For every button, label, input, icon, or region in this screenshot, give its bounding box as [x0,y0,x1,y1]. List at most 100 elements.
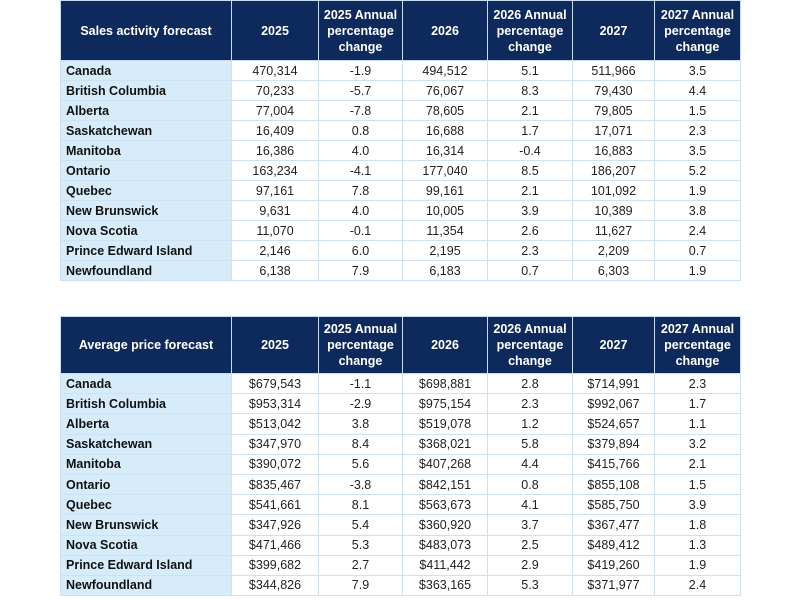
table-row: Saskatchewan $347,970 8.4 $368,021 5.8 $379,8… [60,433,741,455]
column-header: 2026 [402,316,488,374]
row-label: Canada [60,372,232,395]
table-cell: 77,004 [231,100,319,121]
table-cell: 2.4 [654,574,741,597]
table-cell: 76,067 [402,80,488,101]
table-cell: 5.3 [487,574,573,597]
table-cell: 2.6 [487,220,573,241]
row-label: Alberta [60,100,232,121]
table-cell: 8.4 [318,433,403,455]
column-header: Sales activity forecast [60,0,232,61]
table-cell: -7.8 [318,100,403,121]
table-cell: 1.3 [654,534,741,556]
table-cell: 2.8 [487,372,573,395]
table-cell: 11,070 [231,220,319,241]
table-cell: 4.0 [318,200,403,221]
table-row: British Columbia 70,233 -5.7 76,067 8.3 79,43… [60,80,741,101]
table-cell: $379,894 [572,433,655,455]
table-cell: $407,268 [402,453,488,475]
table-cell: 2.7 [318,554,403,576]
table-cell: $368,021 [402,433,488,455]
table-cell: $835,467 [231,473,319,496]
table-row: Canada 470,314 -1.9 494,512 5.1 511,966 3.5 [60,60,741,81]
table-cell: -1.1 [318,372,403,395]
table-cell: $411,442 [402,554,488,576]
table-cell: 4.4 [487,453,573,475]
table-row: Canada $679,543 -1.1 $698,881 2.8 $714,991 2.3 [60,372,741,395]
table-cell: 1.7 [654,393,741,415]
table-cell: $855,108 [572,473,655,496]
table-cell: 9,631 [231,200,319,221]
table-cell: 4.0 [318,140,403,161]
table-cell: 6,303 [572,260,655,281]
table-cell: 10,389 [572,200,655,221]
table-cell: 5.8 [487,433,573,455]
table-cell: 1.9 [654,554,741,576]
row-label: Ontario [60,473,232,496]
table-cell: 16,688 [402,120,488,141]
table-cell: 2.4 [654,220,741,241]
table-cell: $842,151 [402,473,488,496]
table-cell: 78,605 [402,100,488,121]
table-cell: -0.4 [487,140,573,161]
table-row: Quebec 97,161 7.8 99,161 2.1 101,092 1.9 [60,180,741,201]
table-row: Alberta $513,042 3.8 $519,078 1.2 $524,657 1.1 [60,413,741,435]
table-cell: 494,512 [402,60,488,81]
table-cell: 0.7 [654,240,741,261]
column-header: 2025 Annual percentage change [318,316,403,374]
table-row: Ontario $835,467 -3.8 $842,151 0.8 $855,108 1.… [60,473,741,496]
table-cell: 5.1 [487,60,573,81]
table-cell: 4.1 [487,494,573,516]
row-label: Quebec [60,494,232,516]
row-label: Manitoba [60,140,232,161]
table-cell: $541,661 [231,494,319,516]
column-header: 2026 [402,0,488,61]
table-cell: $471,466 [231,534,319,556]
table-cell: 16,409 [231,120,319,141]
row-label: Nova Scotia [60,220,232,241]
table-cell: 2,195 [402,240,488,261]
row-label: British Columbia [60,80,232,101]
table-cell: 5.2 [654,160,741,181]
table-row: Prince Edward Island $399,682 2.7 $411,442 2… [60,554,741,576]
table-cell: 1.2 [487,413,573,435]
table-cell: 1.5 [654,473,741,496]
table-row: Nova Scotia $471,466 5.3 $483,073 2.5 $489,41… [60,534,741,556]
table-cell: 6,138 [231,260,319,281]
table-cell: 2.1 [654,453,741,475]
table-row: Newfoundland 6,138 7.9 6,183 0.7 6,303 1.9 [60,260,741,281]
table-cell: 2.3 [654,372,741,395]
row-label: Canada [60,60,232,81]
table-row: New Brunswick 9,631 4.0 10,005 3.9 10,389 3.8 [60,200,741,221]
table-cell: 3.5 [654,60,741,81]
table-row: Saskatchewan 16,409 0.8 16,688 1.7 17,071 2.3 [60,120,741,141]
row-label: Saskatchewan [60,120,232,141]
table-cell: 1.7 [487,120,573,141]
column-header: 2027 [572,0,655,61]
table-cell: 0.8 [318,120,403,141]
table-cell: 2,146 [231,240,319,261]
table-cell: 79,805 [572,100,655,121]
table-cell: 2.3 [487,240,573,261]
table-row: Alberta 77,004 -7.8 78,605 2.1 79,805 1.5 [60,100,741,121]
table-cell: -5.7 [318,80,403,101]
table-cell: 3.9 [487,200,573,221]
table-cell: 99,161 [402,180,488,201]
table-cell: 511,966 [572,60,655,81]
table-cell: 1.1 [654,413,741,435]
table-cell: 8.5 [487,160,573,181]
column-header: 2027 Annual percentage change [654,0,741,61]
table-cell: 70,233 [231,80,319,101]
table-cell: $585,750 [572,494,655,516]
table-cell: 4.4 [654,80,741,101]
table-cell: $483,073 [402,534,488,556]
table-cell: -1.9 [318,60,403,81]
column-header: 2026 Annual percentage change [487,0,573,61]
table-cell: 3.8 [654,200,741,221]
table-cell: -2.9 [318,393,403,415]
table-cell: 97,161 [231,180,319,201]
column-header: 2027 Annual percentage change [654,316,741,374]
table-cell: $371,977 [572,574,655,597]
table-cell: 2.1 [487,100,573,121]
table-cell: $347,970 [231,433,319,455]
table-cell: 16,386 [231,140,319,161]
